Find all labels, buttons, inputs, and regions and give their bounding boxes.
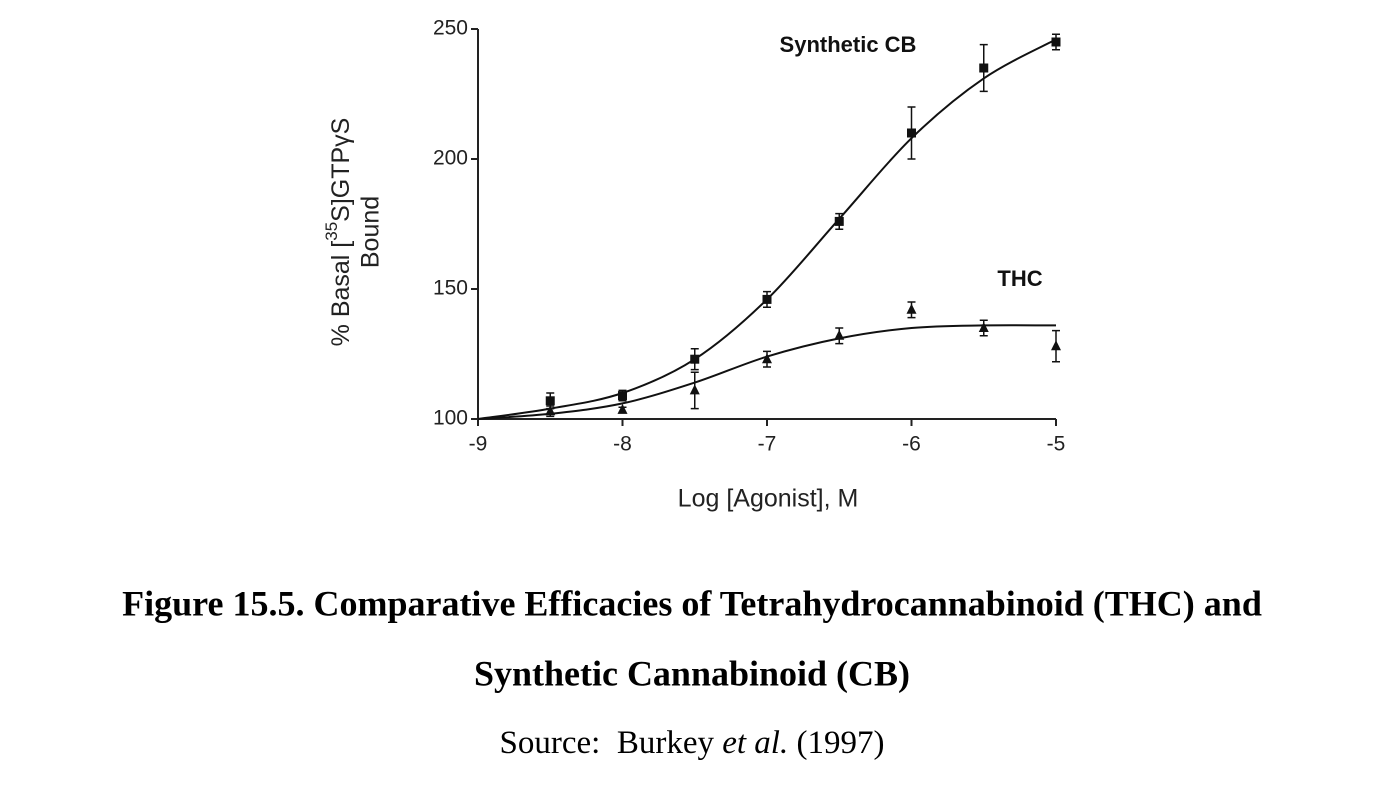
data-point bbox=[1051, 340, 1061, 351]
y-label-part: S]GTPγS bbox=[327, 118, 355, 222]
x-axis-label: Log [Agonist], M bbox=[678, 485, 859, 513]
data-point bbox=[545, 396, 555, 406]
y-tick-label: 200 bbox=[433, 147, 468, 170]
series-label: Synthetic CB bbox=[780, 32, 917, 57]
data-point bbox=[690, 354, 700, 364]
x-tick-label: -9 bbox=[469, 433, 488, 456]
data-point bbox=[762, 294, 772, 304]
x-tick-label: -7 bbox=[758, 433, 777, 456]
data-point bbox=[762, 353, 772, 364]
source-text: (1997) bbox=[788, 725, 884, 761]
x-tick-label: -8 bbox=[613, 433, 632, 456]
caption-title: Figure 15.5. Comparative Efficacies of T… bbox=[122, 583, 1262, 623]
y-tick-label: 250 bbox=[433, 17, 468, 40]
caption-title: Synthetic Cannabinoid (CB) bbox=[474, 653, 910, 693]
y-axis-label-line: Bound bbox=[357, 196, 385, 268]
y-tick-label: 150 bbox=[433, 277, 468, 300]
x-tick-label: -5 bbox=[1047, 433, 1066, 456]
data-point bbox=[1051, 37, 1061, 47]
data-point bbox=[979, 63, 989, 73]
y-axis-label: % Basal [35S]GTPγS Bound bbox=[322, 118, 384, 347]
y-label-superscript: 35 bbox=[322, 222, 341, 241]
y-axis-label-line: % Basal [35S]GTPγS bbox=[322, 118, 354, 347]
fit-curve bbox=[477, 38, 1057, 420]
source-text: Source: Burkey bbox=[500, 725, 723, 761]
y-label-part: % Basal [ bbox=[327, 241, 355, 347]
data-point bbox=[978, 322, 989, 332]
data-point bbox=[834, 329, 845, 340]
data-point bbox=[834, 216, 844, 226]
data-point bbox=[545, 405, 556, 416]
series-label: THC bbox=[997, 266, 1042, 291]
source-italic: et al. bbox=[722, 725, 788, 761]
data-point bbox=[618, 391, 627, 401]
x-tick-label: -6 bbox=[902, 433, 921, 456]
y-tick-label: 100 bbox=[433, 407, 468, 430]
data-point bbox=[617, 403, 628, 414]
caption-source: Source: Burkey et al. (1997) bbox=[500, 725, 885, 761]
data-point bbox=[906, 303, 917, 314]
data-point bbox=[689, 384, 700, 395]
data-point bbox=[907, 128, 916, 138]
fit-curve bbox=[477, 324, 1057, 420]
